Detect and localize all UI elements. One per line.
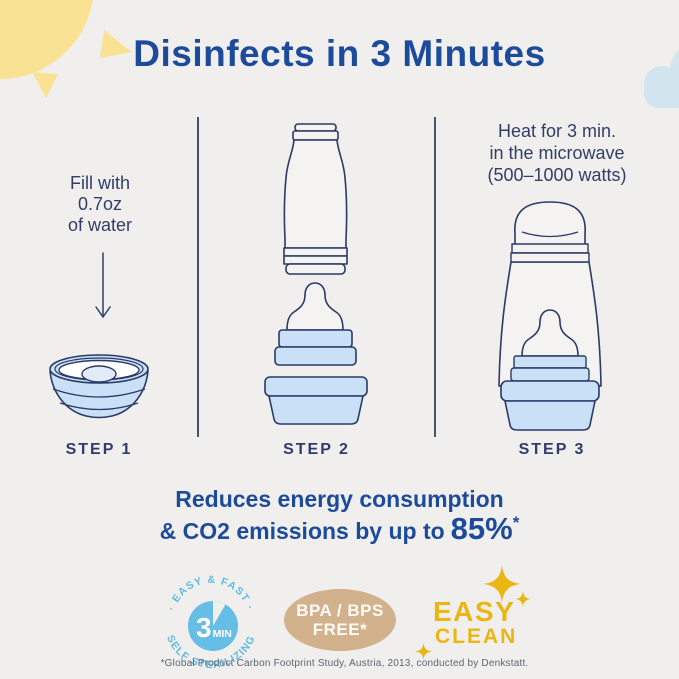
step3-instruction-line3: (500–1000 watts) [487, 165, 627, 185]
step3-label: STEP 3 [518, 441, 586, 458]
claim-line1: Reduces energy consumption [175, 486, 504, 512]
arrow-down-icon [95, 252, 111, 319]
claim-highlight: 85% [450, 511, 513, 546]
claim-line2-prefix: & CO2 emissions by up to [159, 518, 445, 544]
step3-instruction-line2: in the microwave [489, 143, 625, 163]
step2-label: STEP 2 [283, 441, 350, 458]
badge-minutes-number: 3 [196, 612, 212, 643]
bpa-free-line1: BPA / BPS [296, 601, 384, 620]
claim-line2: & CO2 emissions by up to 85%* [0, 511, 679, 547]
badge-timer-notch [213, 601, 226, 626]
step3-instruction-line1: Heat for 3 min. [497, 121, 617, 141]
step1-instruction-line2: 0.7oz [77, 194, 123, 214]
sparkle-icon-large [483, 565, 521, 603]
footnote: *Global Product Carbon Footprint Study, … [160, 658, 529, 669]
bottle-body-illustration [283, 123, 348, 275]
bowl-illustration [49, 354, 149, 419]
cloud-icon [644, 49, 679, 108]
divider-right [434, 117, 436, 437]
bpa-free-line2: FREE* [312, 620, 368, 639]
step1-label: STEP 1 [65, 441, 133, 458]
self-sterilizing-badge: 3MIN · EASY & FAST · SELF STERILIZING [164, 574, 257, 670]
sparkle-icon-small-left [415, 643, 432, 660]
step1-instruction-line1: Fill with [69, 173, 130, 193]
badge-timer-text: 3MIN [196, 612, 232, 643]
sterilizer-base-illustration [264, 376, 368, 425]
easy-clean-word1: EASY [433, 596, 516, 627]
divider-left [197, 117, 199, 437]
sun-icon [0, 0, 132, 98]
step3-instruction: Heat for 3 min. in the microwave (500–10… [440, 120, 674, 186]
step1-instruction: Fill with 0.7oz of water [20, 173, 180, 236]
claim-footnote-marker: * [512, 513, 520, 533]
teat-and-ring-illustration [274, 282, 357, 366]
bpa-free-badge: BPA / BPS FREE* [284, 589, 396, 651]
badge-minutes-unit: MIN [213, 628, 232, 640]
easy-clean-badge: EASY CLEAN [415, 563, 550, 668]
assembled-bottle-illustration [498, 201, 602, 431]
step1-instruction-line3: of water [67, 215, 133, 235]
sparkle-icon-small-right [515, 591, 531, 607]
page-title: Disinfects in 3 Minutes [133, 33, 546, 74]
easy-clean-word2: CLEAN [435, 625, 518, 648]
